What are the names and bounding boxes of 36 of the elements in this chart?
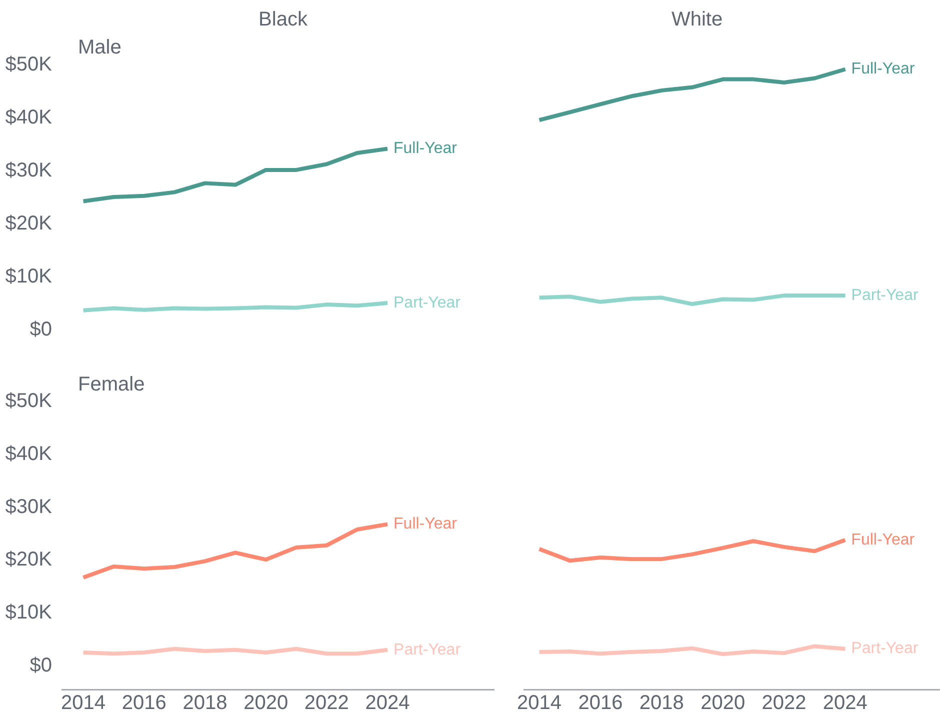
x-tick-label: 2024 [365, 692, 410, 714]
series-label: Full-Year [851, 531, 916, 548]
series-label: Full-Year [394, 516, 458, 533]
chart-subtitle: Female [78, 374, 145, 396]
x-tick-label: 2024 [822, 692, 868, 714]
x-tick-label: 2020 [244, 692, 288, 714]
series-label: Full-Year [394, 140, 458, 158]
x-tick-label: 2022 [304, 692, 349, 714]
y-tick-label: $0 [30, 318, 52, 341]
y-tick-label: $30K [5, 160, 53, 182]
series-label: Part-Year [394, 641, 462, 658]
x-tick-label: 2014 [61, 692, 106, 714]
series-label: Part-Year [851, 286, 919, 304]
chart-subtitle: Male [78, 36, 122, 59]
y-tick-label: $20K [5, 212, 53, 235]
x-tick-label: 2020 [700, 692, 746, 714]
chart-title: White [671, 8, 723, 31]
chart-title: Black [258, 8, 308, 31]
y-tick-label: $20K [5, 548, 53, 571]
y-tick-label: $40K [5, 106, 53, 129]
x-tick-label: 2018 [182, 692, 228, 714]
x-tick-label: 2022 [762, 692, 806, 714]
y-tick-label: $50K [5, 54, 53, 76]
series-label: Part-Year [851, 640, 919, 658]
x-tick-label: 2016 [122, 692, 166, 714]
series-label: Part-Year [394, 294, 462, 312]
x-tick-label: 2014 [517, 692, 562, 714]
y-tick-label: $10K [5, 266, 53, 288]
x-tick-label: 2018 [639, 692, 684, 714]
x-tick-label: 2016 [578, 692, 623, 714]
series-label: Full-Year [851, 60, 916, 78]
y-tick-label: $0 [30, 654, 52, 676]
y-tick-label: $40K [5, 443, 53, 466]
y-tick-label: $50K [5, 390, 53, 412]
y-tick-label: $10K [5, 601, 53, 624]
y-tick-label: $30K [5, 496, 53, 518]
